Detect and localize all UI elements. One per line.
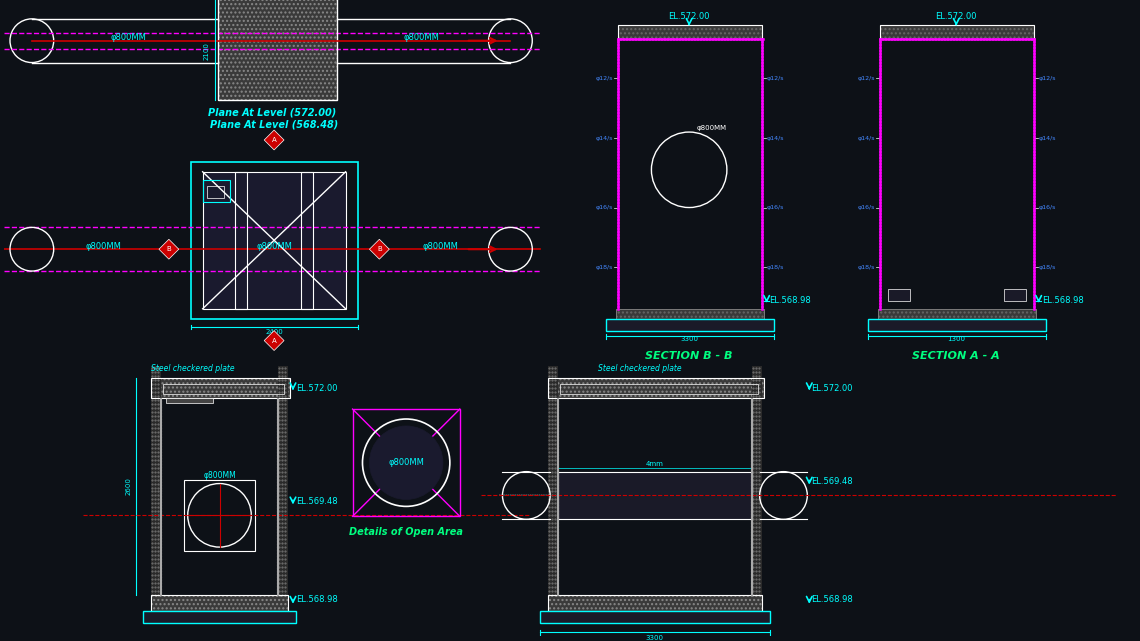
Text: φ18/s: φ18/s <box>595 265 612 270</box>
Text: Steel checkered plate: Steel checkered plate <box>597 364 682 373</box>
Bar <box>184 479 255 551</box>
Text: B: B <box>377 246 382 252</box>
Bar <box>203 179 230 201</box>
Bar <box>150 595 288 611</box>
Text: EL.569.48: EL.569.48 <box>296 497 337 506</box>
Bar <box>880 25 1034 38</box>
Text: φ800MM: φ800MM <box>389 458 424 467</box>
Bar <box>218 0 336 100</box>
Bar <box>618 25 762 38</box>
Text: EL.568.98: EL.568.98 <box>1042 296 1083 305</box>
Bar <box>1004 289 1026 301</box>
Bar <box>235 172 247 309</box>
Bar <box>878 309 1035 319</box>
Text: φ18/s: φ18/s <box>857 265 874 270</box>
Bar <box>278 367 288 595</box>
Text: φ14/s: φ14/s <box>595 135 612 140</box>
Bar <box>548 367 559 595</box>
Bar <box>150 378 290 398</box>
Text: φ14/s: φ14/s <box>1039 135 1056 140</box>
Text: φ12/s: φ12/s <box>857 76 874 81</box>
Text: 2100: 2100 <box>204 42 210 60</box>
Bar <box>605 319 774 331</box>
Text: EL.568.98: EL.568.98 <box>770 296 812 305</box>
Polygon shape <box>158 239 179 259</box>
Polygon shape <box>264 130 284 150</box>
Text: SECTION B - B: SECTION B - B <box>645 351 733 362</box>
Bar <box>203 172 345 309</box>
Text: φ14/s: φ14/s <box>766 135 784 140</box>
Text: Details of Open Area: Details of Open Area <box>349 527 463 537</box>
Bar <box>163 384 284 394</box>
Text: EL.572.00: EL.572.00 <box>936 12 977 21</box>
Text: φ12/s: φ12/s <box>766 76 784 81</box>
Bar <box>560 384 758 394</box>
Text: A: A <box>271 338 277 344</box>
Circle shape <box>369 426 443 499</box>
Text: 2400: 2400 <box>266 329 283 335</box>
Bar <box>218 0 336 100</box>
Text: φ18/s: φ18/s <box>1039 265 1056 270</box>
Text: φ800MM: φ800MM <box>111 33 146 42</box>
Text: 1300: 1300 <box>947 336 966 342</box>
Bar <box>548 378 764 398</box>
Bar <box>142 611 296 622</box>
Bar <box>616 309 764 319</box>
Bar <box>618 25 762 38</box>
Bar <box>548 378 764 398</box>
Text: EL.572.00: EL.572.00 <box>812 384 853 393</box>
Text: Plane At Level (568.48): Plane At Level (568.48) <box>210 119 339 129</box>
Bar <box>559 472 751 519</box>
Text: φ800MM: φ800MM <box>256 242 292 251</box>
Text: φ16/s: φ16/s <box>595 205 612 210</box>
Bar <box>301 172 312 309</box>
Text: EL.569.48: EL.569.48 <box>812 477 853 486</box>
Text: EL.568.98: EL.568.98 <box>296 595 337 604</box>
Text: φ16/s: φ16/s <box>857 205 874 210</box>
Bar <box>880 25 1034 38</box>
Text: 4mm: 4mm <box>645 461 663 467</box>
Text: φ800MM: φ800MM <box>203 471 236 480</box>
Bar <box>548 595 762 611</box>
Bar <box>352 409 459 516</box>
Bar <box>540 611 770 622</box>
Text: 3300: 3300 <box>645 635 663 641</box>
Bar <box>206 186 225 197</box>
Bar <box>616 309 764 319</box>
Text: φ16/s: φ16/s <box>1039 205 1056 210</box>
Bar <box>868 319 1045 331</box>
Bar <box>150 378 290 398</box>
Text: φ14/s: φ14/s <box>857 135 874 140</box>
Text: φ800MM: φ800MM <box>404 33 439 42</box>
Bar <box>190 162 358 319</box>
Text: B: B <box>166 246 171 252</box>
Text: EL.568.98: EL.568.98 <box>812 595 853 604</box>
Text: 2600: 2600 <box>125 478 131 495</box>
Text: φ16/s: φ16/s <box>766 205 784 210</box>
Polygon shape <box>369 239 389 259</box>
Text: Steel checkered plate: Steel checkered plate <box>150 364 235 373</box>
Text: φ800MM: φ800MM <box>86 242 121 251</box>
Bar <box>751 367 762 595</box>
Polygon shape <box>264 331 284 351</box>
Polygon shape <box>166 398 212 403</box>
Text: 3300: 3300 <box>681 336 698 342</box>
Text: φ12/s: φ12/s <box>1039 76 1056 81</box>
Text: φ800MM: φ800MM <box>697 125 727 131</box>
Text: φ800MM: φ800MM <box>423 242 459 251</box>
Bar <box>150 367 161 595</box>
Bar <box>548 595 762 611</box>
Bar <box>888 289 910 301</box>
Bar <box>150 595 288 611</box>
Text: φ18/s: φ18/s <box>766 265 784 270</box>
Bar <box>878 309 1035 319</box>
Text: SECTION A - A: SECTION A - A <box>912 351 1000 362</box>
Text: EL.572.00: EL.572.00 <box>296 384 337 393</box>
Text: φ12/s: φ12/s <box>595 76 612 81</box>
Text: A: A <box>271 137 277 143</box>
Text: EL.572.00: EL.572.00 <box>668 12 710 21</box>
Text: Plane At Level (572.00): Plane At Level (572.00) <box>207 107 336 117</box>
